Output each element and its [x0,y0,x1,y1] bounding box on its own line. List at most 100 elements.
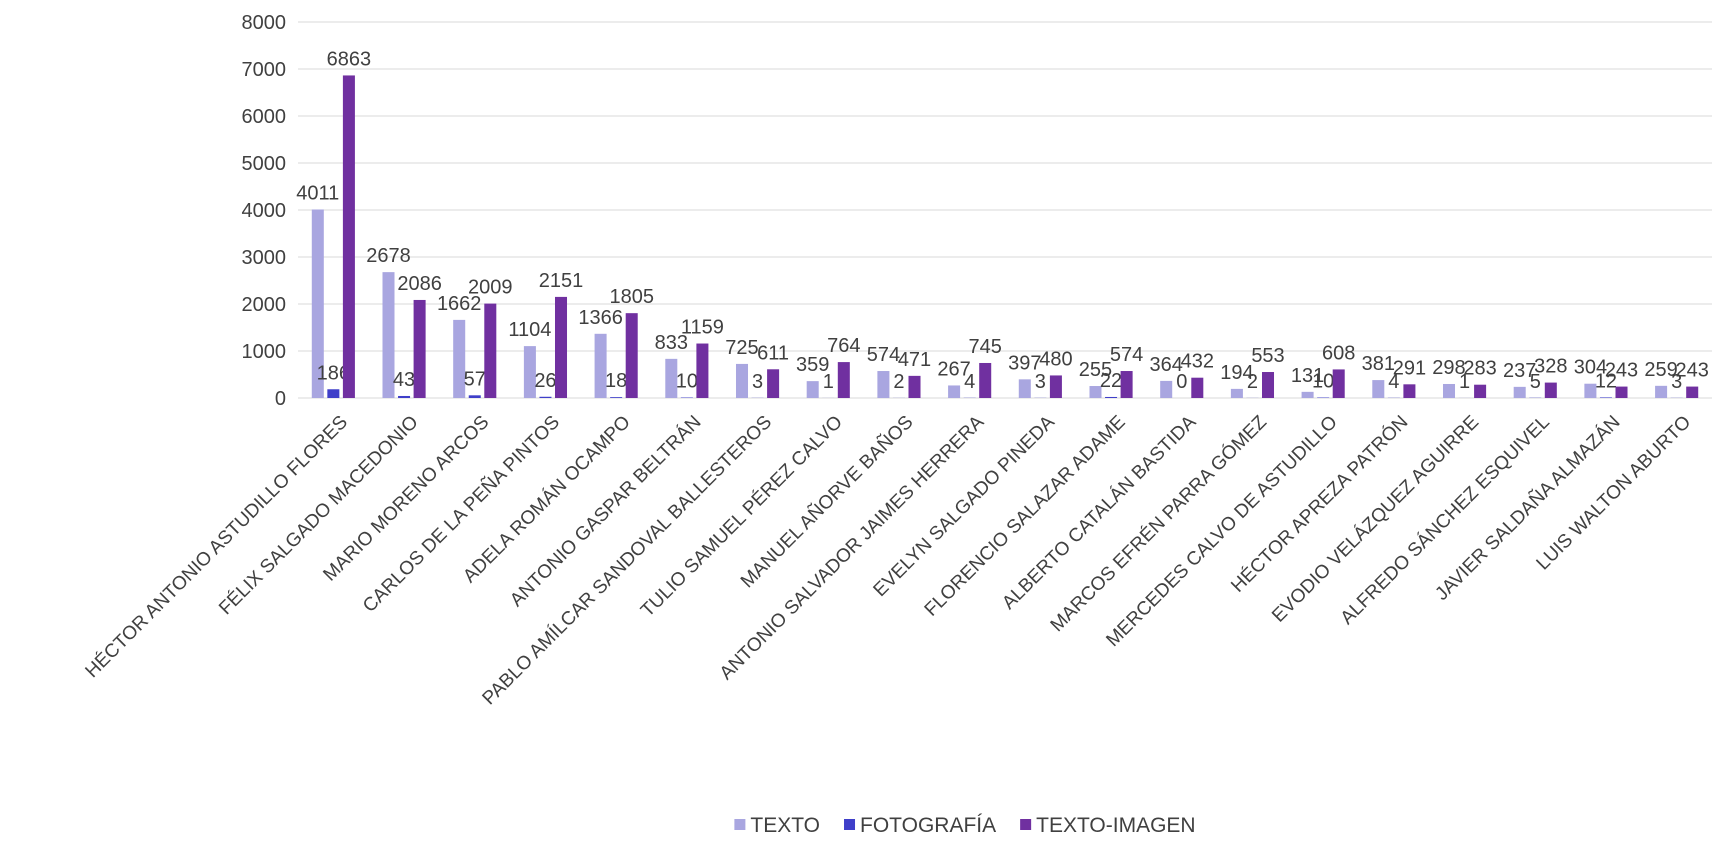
bar [413,299,426,398]
x-tick-label: HÉCTOR ANTONIO ASTUDILLO FLORES [82,412,352,682]
bar [1160,380,1173,398]
bar [665,358,678,398]
bar [1301,391,1314,398]
data-label: 471 [898,349,931,371]
bar [1686,386,1699,398]
bar [1615,386,1628,398]
data-label: 364 [1150,354,1183,376]
data-label: 3 [1035,371,1046,393]
bar [1599,397,1612,398]
data-label: 553 [1251,345,1284,367]
data-label: 3 [1671,371,1682,393]
bar [484,303,497,398]
data-label: 432 [1181,351,1214,373]
data-label: 1 [1459,371,1470,393]
data-label: 194 [1220,362,1253,384]
bar [806,381,819,398]
y-tick-label: 7000 [242,59,287,81]
data-label: 4 [964,371,975,393]
bar [908,375,921,398]
bar [1544,382,1557,398]
y-tick-label: 5000 [242,153,287,175]
data-label: 6863 [327,48,372,70]
data-label: 328 [1534,356,1567,378]
bar [327,389,340,398]
bar [837,362,850,398]
bar [1332,369,1345,398]
bar [1018,379,1031,398]
data-label: 725 [725,337,758,359]
data-label: 5 [1530,371,1541,393]
data-label: 1805 [609,286,654,308]
y-tick-label: 6000 [242,106,287,128]
data-label: 1 [823,371,834,393]
data-label: 1159 [681,317,724,339]
data-label: 2 [1247,371,1258,393]
data-label: 243 [1605,360,1638,382]
data-label: 2009 [468,277,513,299]
legend-label: FOTOGRAFÍA [860,814,996,837]
bar [696,343,709,398]
data-label: 243 [1676,360,1709,382]
data-label: 43 [393,369,415,391]
data-label: 3 [752,371,763,393]
data-label: 18 [605,370,627,392]
data-label: 574 [1110,344,1143,366]
data-label: 1662 [437,293,482,315]
data-label: 255 [1079,359,1112,381]
legend-swatch [844,819,856,830]
y-tick-label: 3000 [242,247,287,269]
data-label: 2151 [539,270,584,292]
bar [1105,396,1118,398]
bar [1120,371,1133,398]
data-label: 1366 [578,307,623,329]
bar [1230,388,1243,398]
bar [1049,375,1062,398]
data-label: 22 [1100,370,1122,392]
data-label: 480 [1039,348,1072,370]
y-tick-label: 0 [275,388,286,410]
data-label: 574 [867,344,900,366]
bar [1584,383,1597,398]
x-tick-label: ANTONIO SALVADOR JAIMES HERRERA [716,412,989,685]
bar [1513,386,1526,398]
bar [554,296,568,398]
data-label: 57 [464,368,486,390]
data-label: 283 [1463,358,1496,380]
bar [453,319,466,398]
bar [1191,377,1204,398]
bar [625,313,638,398]
data-label: 4 [1388,371,1399,393]
data-label: 381 [1362,353,1395,375]
data-label: 131 [1291,365,1324,387]
bar [948,385,961,398]
bar [979,362,992,398]
data-label: 1104 [508,319,551,341]
legend-swatch [1020,819,1032,830]
data-label: 608 [1322,342,1355,364]
data-label: 259 [1644,359,1677,381]
legend-swatch [734,819,746,830]
y-tick-label: 1000 [242,341,287,363]
data-label: 186 [317,362,350,384]
data-label: 12 [1595,370,1617,392]
bar [468,395,481,398]
bar [539,396,552,398]
bar [382,272,395,398]
data-label: 304 [1574,357,1607,379]
y-tick-label: 4000 [242,200,287,222]
bar [1261,372,1275,398]
data-label: 2 [893,371,904,393]
bar [610,397,623,398]
data-label: 2678 [366,245,411,267]
bar [1372,380,1385,398]
y-tick-label: 2000 [242,294,287,316]
bar [735,363,749,398]
bar [1403,384,1416,398]
bar [1655,385,1668,398]
bar [398,395,411,398]
data-label: 611 [757,342,789,364]
bar [1089,386,1102,398]
bar [523,346,536,398]
